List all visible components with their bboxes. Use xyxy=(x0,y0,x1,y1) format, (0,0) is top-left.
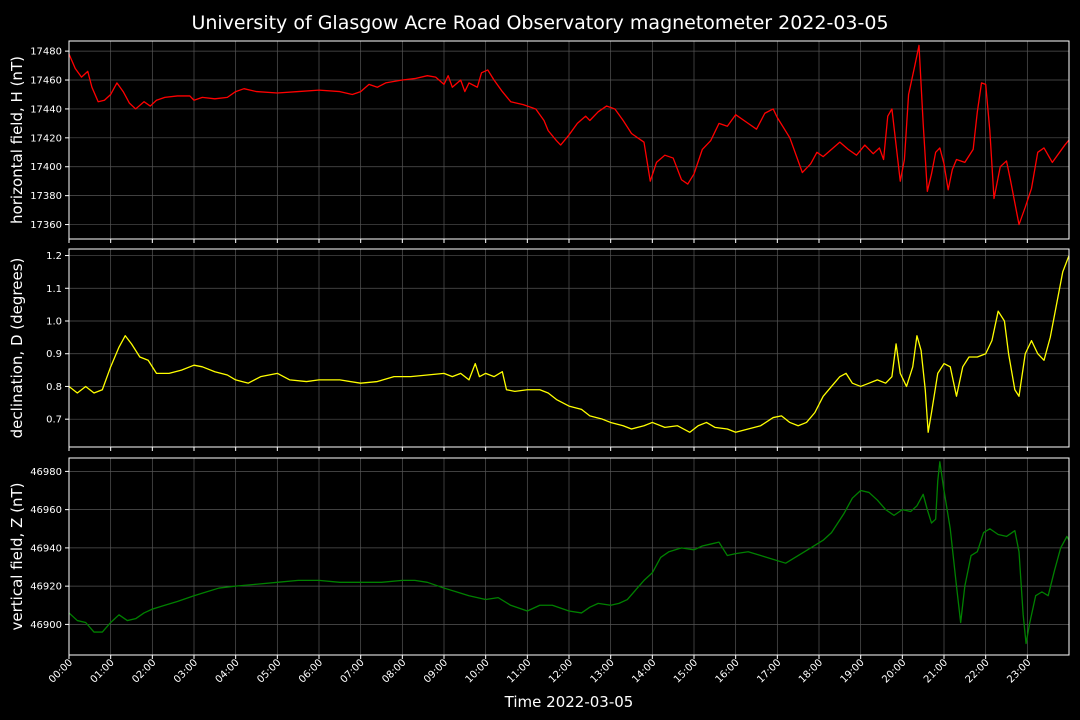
series-line-z xyxy=(69,461,1069,645)
chart-title: University of Glasgow Acre Road Observat… xyxy=(191,12,888,34)
panel-frame xyxy=(68,457,1070,656)
y-tick-label: 17380 xyxy=(30,191,62,202)
y-tick-label: 17420 xyxy=(30,133,62,144)
y-tick-label: 46960 xyxy=(30,505,62,516)
y-tick-label: 17480 xyxy=(30,47,62,58)
y-axis-label-d: declination, D (degrees) xyxy=(8,258,26,439)
y-tick-label: 0.9 xyxy=(46,349,62,360)
series-line-h xyxy=(69,44,1069,226)
y-tick-label: 17360 xyxy=(30,220,62,231)
y-tick-label: 0.8 xyxy=(46,382,62,393)
y-tick-label: 17400 xyxy=(30,162,62,173)
y-axis-label-z: vertical field, Z (nT) xyxy=(8,482,26,630)
panel-d: 0.7 0.8 0.9 1.0 1.1 1.2 declination, D (degree… xyxy=(8,248,1070,451)
y-axis-label-h: horizontal field, H (nT) xyxy=(8,56,26,224)
y-tick-label: 0.7 xyxy=(46,415,62,426)
y-tick-label: 46900 xyxy=(30,620,62,631)
x-axis-label: Time 2022-03-05 xyxy=(504,693,634,711)
y-tick-label: 46940 xyxy=(30,543,62,554)
y-tick-label: 1.1 xyxy=(46,284,62,295)
panel-frame xyxy=(68,40,1070,240)
y-tick-label: 1.2 xyxy=(46,251,62,262)
y-tick-label: 17440 xyxy=(30,104,62,115)
series-line-d xyxy=(69,254,1069,433)
panel-h: 17360 17380 17400 17420 17440 17460 17480 horiz… xyxy=(8,40,1070,243)
y-tick-label: 46980 xyxy=(30,467,62,478)
y-tick-label: 1.0 xyxy=(46,317,62,328)
panel-frame xyxy=(68,248,1070,448)
y-tick-label: 46920 xyxy=(30,582,62,593)
y-tick-label: 17460 xyxy=(30,76,62,87)
